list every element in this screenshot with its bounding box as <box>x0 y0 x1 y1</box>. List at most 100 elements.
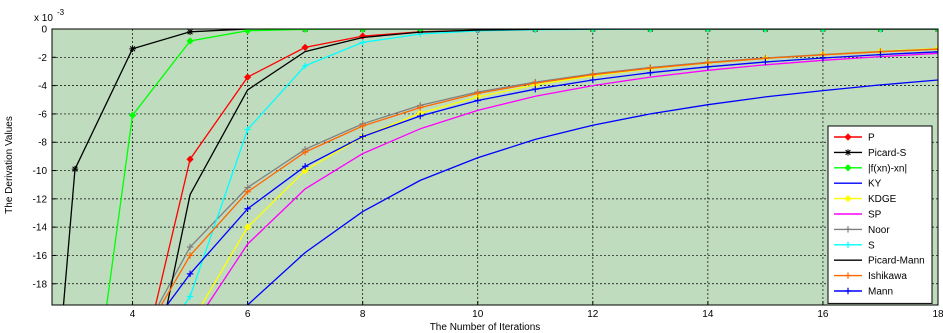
legend-entry-f-xn-xn: |f(xn)-xn| <box>868 163 907 174</box>
x-tick-label: 6 <box>245 309 251 320</box>
y-tick-label: -2 <box>38 53 47 64</box>
legend-marker-s <box>844 241 852 248</box>
data-point-s <box>819 29 827 33</box>
x-tick-label: 8 <box>360 309 366 320</box>
data-point-mann <box>474 97 481 104</box>
data-point-s <box>186 293 194 300</box>
series-line-ky <box>247 79 938 305</box>
data-point-mann <box>704 63 712 70</box>
x-tick-label: 18 <box>932 309 943 320</box>
legend-marker-p <box>844 133 852 141</box>
series-ky <box>247 79 938 305</box>
data-point-mann <box>762 58 769 66</box>
data-point-f-xn-xn <box>243 29 252 35</box>
data-point-p <box>186 155 194 163</box>
data-point-ishikawa <box>474 90 481 97</box>
data-point-f-xn-xn <box>934 29 938 33</box>
data-point-ishikawa <box>359 122 366 130</box>
y-tick-label: -4 <box>38 81 47 92</box>
data-point-mann <box>301 163 309 170</box>
series-line-picard-s <box>62 29 938 305</box>
data-point-kdge <box>301 166 309 175</box>
data-point-mann <box>244 205 251 212</box>
y-tick-label: 0 <box>41 25 47 36</box>
data-point-s <box>244 126 251 133</box>
data-point-p <box>243 73 252 81</box>
y-tick-label: -18 <box>33 279 48 290</box>
data-point-s <box>647 29 654 33</box>
y-tick-label: -16 <box>33 251 48 262</box>
y-tick-label: -6 <box>38 109 47 120</box>
data-point-s <box>762 29 769 33</box>
data-point-s <box>704 29 712 33</box>
legend-entry-kdge: KDGE <box>868 194 897 205</box>
y-tick-label: -14 <box>33 223 48 234</box>
data-point-ishikawa <box>301 148 309 156</box>
data-point-f-xn-xn <box>359 29 367 33</box>
x-axis-label: The Number of Iterations <box>430 322 541 333</box>
data-point-f-xn-xn <box>301 29 309 33</box>
series-picard-s <box>62 29 938 305</box>
data-point-ishikawa <box>934 46 938 53</box>
data-point-mann <box>589 76 597 84</box>
legend-entry-ky: KY <box>868 179 882 190</box>
legend-entry-noor: Noor <box>868 225 890 236</box>
x-tick-label: 4 <box>130 309 136 320</box>
legend-marker-f-xn-xn <box>844 164 852 172</box>
x-tick-label: 16 <box>817 309 829 320</box>
data-point-mann <box>877 51 884 58</box>
legend-entry-picard-s: Picard-S <box>868 148 907 159</box>
data-point-noor <box>186 243 194 251</box>
data-point-mann <box>417 112 424 120</box>
legend-entry-sp: SP <box>868 210 882 221</box>
legend-entry-picard-mann: Picard-Mann <box>868 256 925 267</box>
data-point-s <box>301 62 309 69</box>
data-point-s <box>877 29 884 33</box>
data-point-f-xn-xn <box>186 37 194 45</box>
data-point-p <box>301 43 309 52</box>
y-axis-label: The Derivation Values <box>4 116 15 214</box>
legend-marker-noor <box>844 226 852 233</box>
data-point-picard-s <box>129 45 136 53</box>
data-point-ishikawa <box>186 252 194 259</box>
data-point-mann <box>186 270 194 278</box>
y-multiplier-base: x 10 <box>34 13 53 24</box>
series-line-sp <box>206 52 938 305</box>
legend-marker-kdge <box>844 194 852 203</box>
legend-entry-ishikawa: Ishikawa <box>868 271 907 282</box>
y-multiplier-exponent: -3 <box>57 8 65 17</box>
axes-frame <box>51 28 939 306</box>
y-axis-multiplier: x 10 -3 <box>34 8 65 24</box>
series-line-f-xn-xn <box>106 29 938 305</box>
legend-marker-picard-s <box>844 149 852 156</box>
series-sp <box>206 52 938 305</box>
legend-entry-mann: Mann <box>868 287 893 298</box>
data-point-ishikawa <box>532 79 539 87</box>
plot-area: 4 6 8 10 12 14 16 18 0 -2 -4 -6 -8 -10 -12 -14 -16 -18 P Pi… <box>33 25 943 321</box>
data-point-mann <box>819 54 827 62</box>
plot-background <box>52 29 938 305</box>
legend-marker-ishikawa <box>844 272 852 279</box>
data-point-mann <box>359 133 366 140</box>
series-group <box>62 29 938 305</box>
data-point-ishikawa <box>244 188 251 195</box>
data-point-s <box>474 29 481 35</box>
data-point-s <box>359 39 366 46</box>
legend-entry-s: S <box>868 240 875 251</box>
data-point-picard-s <box>186 29 194 36</box>
data-point-f-xn-xn <box>128 111 137 119</box>
series-ishikawa <box>160 46 938 305</box>
data-point-ishikawa <box>417 104 424 111</box>
legend-marker-mann <box>844 287 852 295</box>
data-point-mann <box>532 85 539 93</box>
y-tick-label: -8 <box>38 138 47 149</box>
data-point-picard-s <box>71 165 79 173</box>
series-mann <box>166 48 938 305</box>
x-tick-label: 14 <box>702 309 714 320</box>
y-tick-label: -10 <box>33 166 48 177</box>
legend: P Picard-S |f(xn)-xn| KY KDGE SP Noor S Picard-M… <box>827 125 933 304</box>
y-tick-label: -12 <box>33 194 48 205</box>
x-tick-label: 10 <box>472 309 484 320</box>
data-point-mann <box>647 69 654 76</box>
